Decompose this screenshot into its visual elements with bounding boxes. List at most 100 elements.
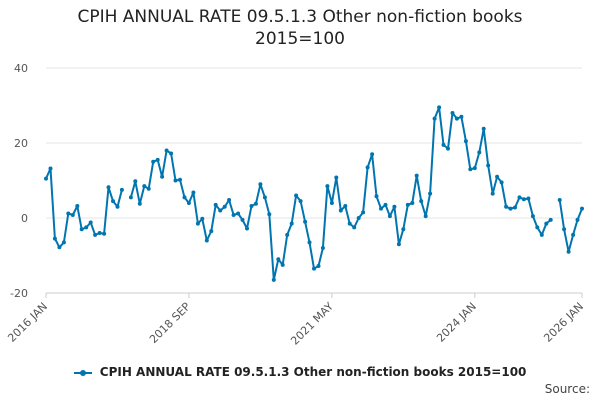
data-point[interactable] bbox=[325, 184, 330, 189]
data-point[interactable] bbox=[352, 225, 357, 230]
data-point[interactable] bbox=[70, 213, 75, 217]
data-point[interactable] bbox=[365, 165, 370, 170]
data-point[interactable] bbox=[535, 225, 540, 230]
data-point[interactable] bbox=[401, 227, 406, 232]
data-point[interactable] bbox=[115, 204, 120, 209]
data-point[interactable] bbox=[575, 217, 580, 222]
data-point[interactable] bbox=[128, 195, 133, 200]
data-point[interactable] bbox=[392, 204, 397, 209]
data-point[interactable] bbox=[97, 231, 102, 235]
data-point[interactable] bbox=[414, 173, 419, 178]
data-point[interactable] bbox=[486, 163, 491, 168]
data-point[interactable] bbox=[428, 191, 433, 196]
data-point[interactable] bbox=[178, 177, 182, 182]
data-point[interactable] bbox=[419, 199, 424, 204]
data-point[interactable] bbox=[93, 232, 98, 237]
data-point[interactable] bbox=[539, 232, 544, 237]
data-point[interactable] bbox=[544, 221, 549, 226]
data-point[interactable] bbox=[432, 116, 437, 121]
data-point[interactable] bbox=[160, 174, 165, 179]
data-point[interactable] bbox=[481, 126, 486, 131]
data-point[interactable] bbox=[347, 221, 352, 226]
data-point[interactable] bbox=[294, 193, 299, 198]
data-point[interactable] bbox=[231, 213, 236, 217]
data-point[interactable] bbox=[258, 182, 263, 187]
data-point[interactable] bbox=[44, 176, 48, 181]
data-point[interactable] bbox=[209, 229, 214, 234]
data-point[interactable] bbox=[133, 179, 138, 184]
data-point[interactable] bbox=[441, 142, 446, 147]
data-point[interactable] bbox=[307, 240, 312, 245]
data-point[interactable] bbox=[213, 202, 218, 207]
data-point[interactable] bbox=[289, 221, 294, 226]
data-point[interactable] bbox=[151, 159, 156, 164]
data-point[interactable] bbox=[253, 201, 258, 206]
data-point[interactable] bbox=[504, 204, 509, 209]
data-point[interactable] bbox=[227, 198, 232, 202]
data-point[interactable] bbox=[343, 204, 348, 208]
data-point[interactable] bbox=[557, 198, 562, 202]
data-point[interactable] bbox=[298, 199, 303, 204]
data-point[interactable] bbox=[236, 211, 241, 216]
data-point[interactable] bbox=[204, 238, 209, 243]
data-point[interactable] bbox=[271, 277, 276, 282]
data-point[interactable] bbox=[356, 216, 361, 220]
data-point[interactable] bbox=[437, 105, 442, 110]
data-point[interactable] bbox=[280, 262, 285, 267]
data-point[interactable] bbox=[508, 206, 513, 211]
data-point[interactable] bbox=[446, 146, 450, 151]
data-point[interactable] bbox=[383, 202, 388, 207]
data-point[interactable] bbox=[146, 186, 151, 191]
data-point[interactable] bbox=[276, 257, 281, 262]
data-point[interactable] bbox=[164, 148, 169, 153]
data-point[interactable] bbox=[477, 150, 482, 155]
data-point[interactable] bbox=[562, 227, 567, 232]
data-point[interactable] bbox=[48, 166, 53, 171]
data-point[interactable] bbox=[530, 214, 535, 219]
data-point[interactable] bbox=[463, 139, 468, 144]
data-point[interactable] bbox=[495, 174, 500, 179]
data-point[interactable] bbox=[526, 196, 531, 201]
data-point[interactable] bbox=[169, 151, 174, 156]
data-point[interactable] bbox=[459, 114, 464, 119]
data-point[interactable] bbox=[517, 195, 522, 200]
data-point[interactable] bbox=[200, 216, 205, 221]
data-point[interactable] bbox=[566, 249, 571, 254]
data-point[interactable] bbox=[218, 208, 223, 213]
data-point[interactable] bbox=[338, 208, 343, 213]
data-point[interactable] bbox=[499, 180, 504, 185]
data-point[interactable] bbox=[361, 210, 366, 215]
data-point[interactable] bbox=[387, 214, 392, 219]
legend[interactable]: CPIH ANNUAL RATE 09.5.1.3 Other non-fict… bbox=[0, 365, 600, 379]
data-point[interactable] bbox=[249, 204, 254, 208]
data-point[interactable] bbox=[119, 187, 124, 192]
data-point[interactable] bbox=[513, 205, 517, 210]
data-point[interactable] bbox=[405, 202, 410, 207]
data-point[interactable] bbox=[245, 226, 249, 231]
data-point[interactable] bbox=[548, 217, 553, 222]
data-point[interactable] bbox=[75, 204, 80, 208]
data-point[interactable] bbox=[329, 201, 334, 205]
data-point[interactable] bbox=[334, 175, 339, 180]
data-point[interactable] bbox=[468, 167, 473, 172]
data-point[interactable] bbox=[195, 221, 200, 226]
data-point[interactable] bbox=[137, 201, 142, 206]
data-point[interactable] bbox=[472, 166, 477, 171]
data-point[interactable] bbox=[580, 206, 584, 211]
data-point[interactable] bbox=[106, 185, 111, 190]
data-point[interactable] bbox=[142, 184, 147, 189]
data-point[interactable] bbox=[155, 157, 160, 162]
data-point[interactable] bbox=[312, 266, 316, 271]
data-point[interactable] bbox=[454, 116, 459, 121]
data-point[interactable] bbox=[316, 264, 321, 268]
data-point[interactable] bbox=[396, 242, 401, 247]
data-point[interactable] bbox=[186, 201, 191, 205]
data-point[interactable] bbox=[66, 211, 71, 216]
data-point[interactable] bbox=[490, 191, 495, 196]
data-point[interactable] bbox=[88, 220, 93, 225]
data-point[interactable] bbox=[240, 217, 245, 222]
data-point[interactable] bbox=[182, 195, 187, 200]
data-point[interactable] bbox=[57, 245, 62, 250]
data-point[interactable] bbox=[262, 195, 267, 200]
data-point[interactable] bbox=[303, 219, 308, 224]
